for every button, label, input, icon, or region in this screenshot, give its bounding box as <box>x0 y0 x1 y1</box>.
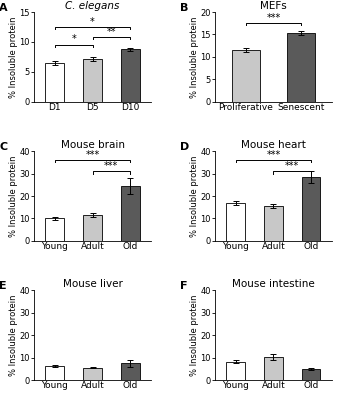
Title: Mouse liver: Mouse liver <box>63 280 122 290</box>
Y-axis label: % Insoluble protein: % Insoluble protein <box>190 155 199 237</box>
Text: A: A <box>0 3 8 13</box>
Text: ***: *** <box>285 161 299 171</box>
Bar <box>45 366 64 380</box>
Y-axis label: % Insoluble protein: % Insoluble protein <box>9 294 18 376</box>
Text: ***: *** <box>266 13 280 23</box>
Bar <box>302 177 320 241</box>
Title: Mouse brain: Mouse brain <box>61 140 124 150</box>
Bar <box>226 362 245 380</box>
Bar <box>83 59 102 102</box>
Y-axis label: % Insoluble protein: % Insoluble protein <box>9 155 18 237</box>
Text: D: D <box>180 142 189 152</box>
Text: ***: *** <box>86 150 100 160</box>
Text: B: B <box>180 3 188 13</box>
Bar <box>302 369 320 380</box>
Title: Mouse heart: Mouse heart <box>241 140 306 150</box>
Bar <box>226 203 245 241</box>
Text: **: ** <box>107 27 116 37</box>
Title: Mouse intestine: Mouse intestine <box>232 280 315 290</box>
Text: C: C <box>0 142 7 152</box>
Y-axis label: % Insoluble protein: % Insoluble protein <box>190 294 199 376</box>
Bar <box>121 186 140 241</box>
Bar <box>83 215 102 241</box>
Bar <box>121 49 140 102</box>
Text: *: * <box>90 16 95 26</box>
Title: C. elegans: C. elegans <box>65 1 120 11</box>
Bar <box>83 368 102 380</box>
Bar <box>232 50 260 102</box>
Y-axis label: % Insoluble protein: % Insoluble protein <box>9 16 18 98</box>
Bar <box>45 218 64 241</box>
Bar <box>287 33 315 102</box>
Bar <box>121 363 140 380</box>
Title: MEFs: MEFs <box>260 1 287 11</box>
Text: F: F <box>180 281 187 291</box>
Text: ***: *** <box>104 161 118 171</box>
Bar <box>45 63 64 102</box>
Text: *: * <box>71 34 76 44</box>
Y-axis label: % Insoluble protein: % Insoluble protein <box>190 16 199 98</box>
Text: E: E <box>0 281 7 291</box>
Bar <box>264 206 283 241</box>
Text: ***: *** <box>266 150 280 160</box>
Bar <box>264 357 283 380</box>
